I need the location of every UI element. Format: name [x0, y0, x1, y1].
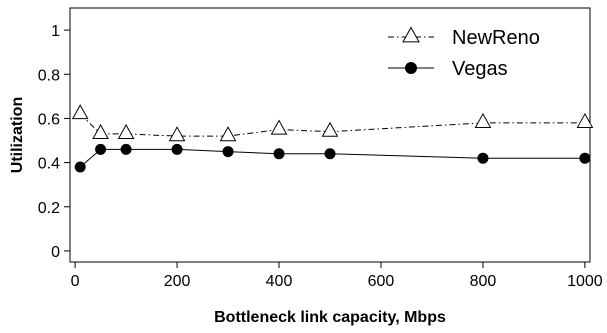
x-axis-title: Bottleneck link capacity, Mbps — [214, 309, 446, 326]
data-point-newreno — [168, 126, 186, 142]
series-layer — [71, 104, 594, 173]
legend: NewReno Vegas — [388, 26, 540, 80]
data-point-newreno — [270, 119, 288, 135]
data-point-vegas — [324, 148, 336, 160]
y-tick-label: 1 — [51, 23, 60, 40]
y-tick-label: 0.6 — [38, 111, 60, 128]
y-tick-label: 0 — [51, 244, 60, 261]
data-point-newreno — [71, 104, 89, 120]
data-point-newreno — [117, 123, 135, 139]
legend-label-vegas: Vegas — [452, 58, 508, 80]
x-tick-label: 800 — [470, 273, 497, 290]
x-tick-label: 400 — [266, 273, 293, 290]
legend-marker-newreno — [402, 26, 420, 43]
data-point-newreno — [321, 121, 339, 137]
data-point-vegas — [120, 143, 132, 155]
series-line-newreno — [79, 113, 585, 137]
series-vegas — [74, 143, 591, 173]
series-newreno — [71, 104, 594, 142]
data-point-vegas — [477, 152, 489, 164]
data-point-vegas — [273, 148, 285, 160]
plot-frame — [69, 7, 591, 263]
x-tick-label: 200 — [164, 273, 191, 290]
y-axis-title: Utilization — [9, 97, 26, 173]
data-point-newreno — [576, 112, 594, 128]
data-point-newreno — [219, 126, 237, 142]
legend-marker-vegas — [405, 62, 417, 74]
x-tick-label: 0 — [71, 273, 80, 290]
y-tick-label: 0.8 — [38, 67, 60, 84]
x-tick-label: 600 — [368, 273, 395, 290]
data-point-newreno — [92, 123, 109, 139]
data-point-newreno — [474, 112, 492, 128]
x-tick-label: 1000 — [567, 273, 603, 290]
data-point-vegas — [74, 161, 86, 173]
y-tick-label: 0.2 — [38, 200, 60, 217]
axes: 0 0.2 0.4 0.6 0.8 1 0 200 400 600 800 1000 — [38, 7, 603, 290]
legend-label-newreno: NewReno — [452, 27, 540, 49]
data-point-vegas — [171, 143, 183, 155]
data-point-vegas — [579, 152, 591, 164]
data-point-vegas — [95, 143, 107, 155]
y-tick-label: 0.4 — [38, 156, 60, 173]
data-point-vegas — [222, 146, 234, 158]
